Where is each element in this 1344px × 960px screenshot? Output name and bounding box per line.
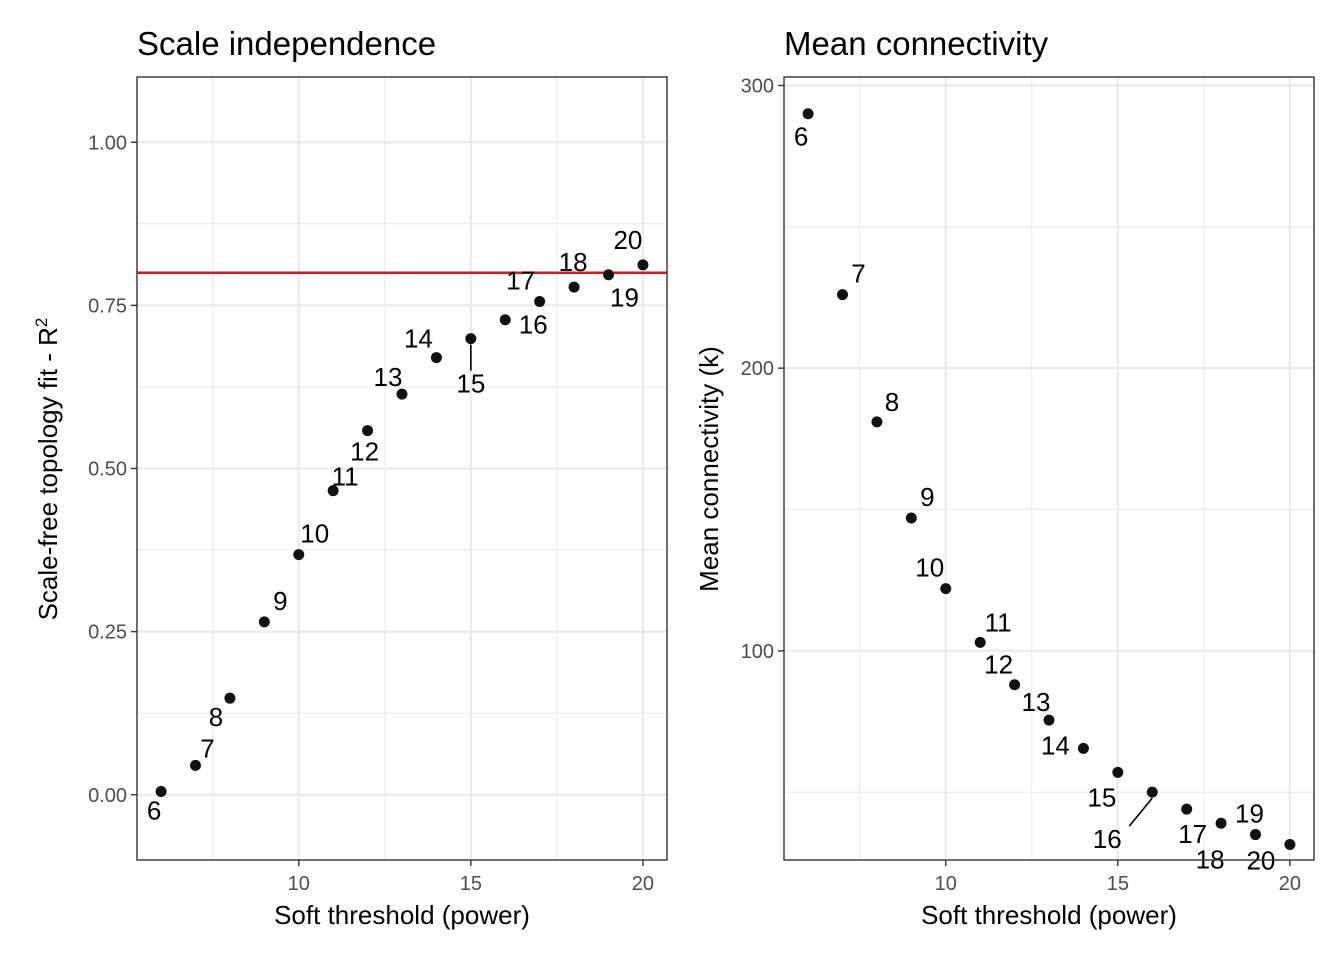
data-point — [940, 583, 952, 595]
data-point — [974, 636, 986, 648]
data-point — [1043, 714, 1055, 726]
data-point — [499, 314, 511, 326]
point-label: 12 — [350, 437, 379, 467]
y-tick-label: 0.25 — [88, 622, 127, 644]
data-point — [430, 352, 442, 364]
data-point — [1284, 838, 1296, 850]
data-point — [224, 692, 236, 704]
point-label: 8 — [209, 702, 223, 732]
data-point — [534, 295, 546, 307]
point-label: 15 — [456, 369, 485, 399]
x-axis-title-right: Soft threshold (power) — [921, 900, 1177, 930]
scale-independence-chart: Scale independence 678910111213141516171… — [32, 25, 668, 930]
right-axis-ticks: 10 15 20 100 200 300 — [741, 75, 1301, 895]
data-point — [905, 512, 917, 524]
point-label: 7 — [200, 733, 214, 763]
y-tick-label: 0.00 — [88, 785, 127, 807]
point-label: 17 — [1178, 819, 1207, 849]
chart-title-right: Mean connectivity — [784, 25, 1049, 62]
x-tick-label: 10 — [288, 873, 310, 895]
point-label: 6 — [794, 122, 808, 152]
x-tick-label: 20 — [1279, 873, 1301, 895]
data-point — [1146, 786, 1158, 798]
data-point — [602, 269, 614, 281]
data-point — [1181, 803, 1193, 815]
right-panel-border — [783, 76, 1315, 861]
point-label: 10 — [300, 519, 329, 549]
y-tick-label: 100 — [741, 641, 774, 663]
y-axis-title-left: Scale-free topology fit - R2 — [32, 318, 63, 621]
x-tick-label: 15 — [1107, 873, 1129, 895]
y-tick-label: 200 — [741, 358, 774, 380]
left-grid — [137, 77, 667, 860]
chart-title-left: Scale independence — [137, 25, 436, 62]
data-point — [1077, 742, 1089, 754]
data-point — [465, 333, 477, 345]
data-point — [258, 616, 270, 628]
point-label: 18 — [559, 247, 588, 277]
point-label: 7 — [851, 259, 865, 289]
point-label: 8 — [885, 387, 899, 417]
x-tick-label: 15 — [460, 873, 482, 895]
y-tick-label: 1.00 — [88, 132, 127, 154]
point-label: 18 — [1196, 844, 1225, 874]
point-label: 9 — [273, 586, 287, 616]
data-point — [362, 425, 374, 437]
point-label: 14 — [404, 324, 433, 354]
point-label: 9 — [920, 482, 934, 512]
data-point — [190, 759, 202, 771]
data-point — [1215, 817, 1227, 829]
x-tick-label: 10 — [935, 873, 957, 895]
point-label: 12 — [984, 650, 1013, 680]
data-point — [1249, 829, 1261, 841]
point-label: 14 — [1041, 730, 1070, 760]
y-tick-label: 300 — [741, 75, 774, 97]
y-axis-title-right: Mean connectivity (k) — [694, 346, 724, 592]
point-label: 15 — [1087, 782, 1116, 812]
y-tick-label: 0.75 — [88, 295, 127, 317]
left-axis-ticks: 10 15 20 0.00 0.25 0.50 0.75 1.00 — [88, 132, 654, 895]
point-label: 13 — [374, 362, 403, 392]
data-point — [293, 549, 305, 561]
point-label: 11 — [332, 462, 359, 492]
point-label: 6 — [147, 795, 161, 825]
point-label: 16 — [1093, 824, 1122, 854]
y-tick-label: 0.50 — [88, 459, 127, 481]
right-grid — [784, 77, 1314, 860]
right-points — [802, 108, 1296, 850]
data-point — [1112, 766, 1124, 778]
point-label: 11 — [985, 607, 1012, 637]
point-label: 17 — [506, 265, 535, 295]
point-label: 19 — [1235, 799, 1264, 829]
data-point — [802, 108, 814, 120]
point-label: 16 — [519, 310, 548, 340]
data-point — [871, 416, 883, 428]
point-label: 10 — [915, 553, 944, 583]
point-label: 20 — [613, 225, 642, 255]
x-tick-label: 20 — [632, 873, 654, 895]
point-label: 19 — [610, 283, 639, 313]
data-point — [1009, 679, 1021, 691]
data-point — [837, 289, 849, 301]
data-point — [327, 485, 339, 497]
data-point — [568, 281, 580, 293]
point-label: 13 — [1022, 687, 1051, 717]
mean-connectivity-chart: Mean connectivity 6 7 8 9 10 11 12 13 14 15 16 1718… — [694, 25, 1315, 930]
x-axis-title-left: Soft threshold (power) — [274, 900, 530, 930]
data-point — [155, 785, 167, 797]
left-points — [155, 259, 649, 797]
label-leader-line — [1128, 797, 1153, 827]
data-point — [396, 388, 408, 400]
data-point — [637, 259, 649, 271]
